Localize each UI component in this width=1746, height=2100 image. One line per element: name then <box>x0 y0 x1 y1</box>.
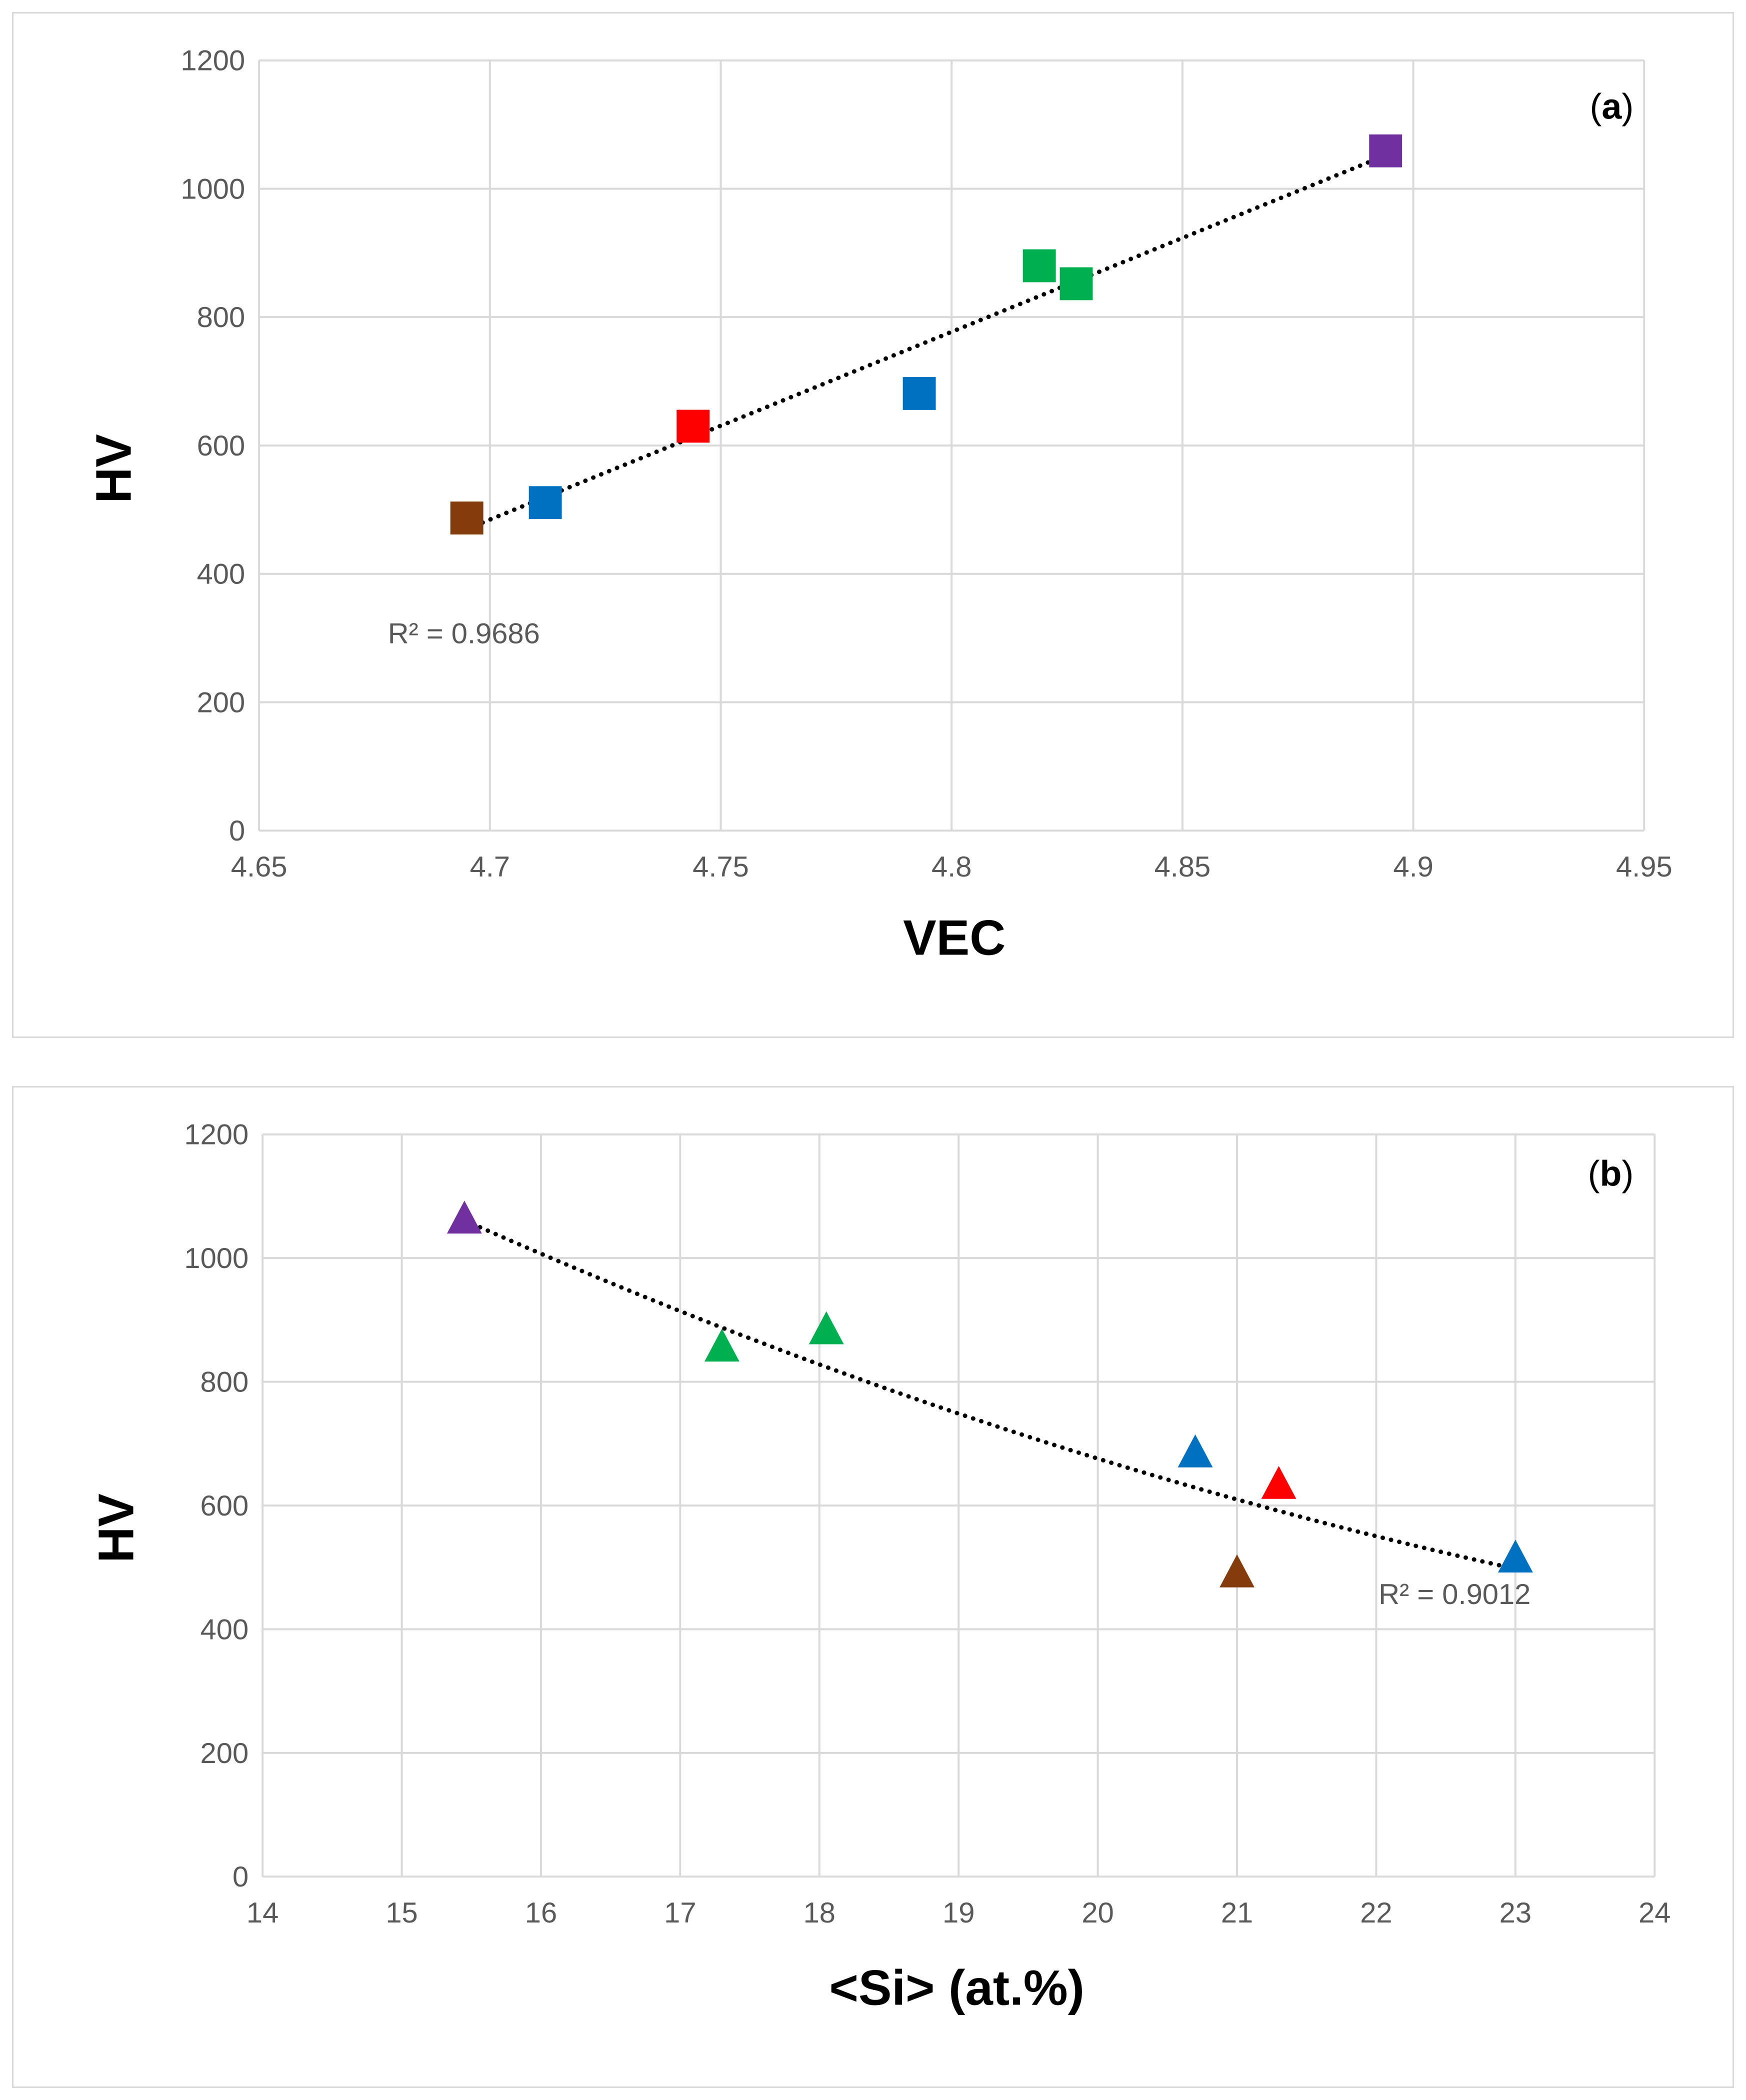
chart-b-x-tick-label: 14 <box>246 1897 278 1929</box>
chart-a-ticks: 0 200 400 600 800 1000 1200 4.65 4.7 4.75 4.8 4.85 4… <box>180 45 1672 883</box>
chart-b-data-point <box>808 1311 844 1344</box>
chart-a-y-tick-label: 1200 <box>180 45 245 77</box>
chart-a-data-point <box>450 502 484 534</box>
chart-b-r2-label: R² = 0.9012 <box>1378 1578 1530 1610</box>
chart-b-y-tick-label: 1000 <box>184 1242 248 1274</box>
chart-a-data-point <box>528 486 562 520</box>
chart-b-data-point <box>1261 1466 1296 1499</box>
chart-b-data-point <box>446 1200 482 1234</box>
chart-a-x-tick-label: 4.8 <box>932 851 972 883</box>
chart-b-data-point <box>1498 1540 1533 1573</box>
chart-a-y-tick-label: 200 <box>197 686 246 718</box>
chart-b-panel-label: (b) <box>1588 1154 1634 1194</box>
chart-panel-b: 0 200 400 600 800 1000 1200 14 15 16 17 18 19 20 21 22 2… <box>12 1086 1734 2088</box>
chart-b-grid <box>262 1133 1656 1878</box>
chart-b-y-axis-title: HV <box>89 1494 144 1562</box>
chart-b-ticks: 0 200 400 600 800 1000 1200 14 15 16 17 18 19 20 21 22 2… <box>184 1119 1670 1929</box>
chart-b-y-tick-label: 400 <box>200 1614 249 1646</box>
chart-a-data-point <box>1022 249 1056 282</box>
chart-b-x-tick-label: 24 <box>1638 1897 1670 1929</box>
chart-a-trendline <box>464 153 1388 532</box>
chart-b-y-tick-label: 0 <box>232 1861 248 1893</box>
chart-a-panel-label: (a) <box>1590 86 1634 126</box>
chart-a-data-point <box>1060 267 1093 300</box>
chart-b-x-tick-label: 21 <box>1221 1897 1253 1929</box>
chart-a-panel-label-close: ) <box>1622 86 1634 126</box>
chart-b-y-tick-label: 200 <box>200 1738 249 1770</box>
chart-a-y-tick-label: 0 <box>229 815 245 847</box>
chart-a-data-point <box>1369 134 1402 168</box>
chart-b-y-tick-label: 600 <box>200 1490 249 1522</box>
chart-b-x-tick-label: 23 <box>1500 1897 1532 1929</box>
chart-a-y-tick-label: 400 <box>197 558 246 590</box>
chart-b-x-tick-label: 17 <box>664 1897 696 1929</box>
chart-a-data-point <box>676 410 710 443</box>
chart-b-y-tick-label: 1200 <box>184 1119 248 1151</box>
chart-a-y-axis-title: HV <box>86 434 142 503</box>
chart-b-y-tick-label: 800 <box>200 1366 249 1398</box>
chart-b-svg: 0 200 400 600 800 1000 1200 14 15 16 17 18 19 20 21 22 2… <box>89 1119 1671 2016</box>
chart-a-panel-label-open: ( <box>1590 86 1602 126</box>
chart-a-x-tick-label: 4.65 <box>231 851 288 883</box>
chart-a-data-point <box>902 377 936 410</box>
chart-b-data-point <box>1220 1554 1254 1588</box>
chart-b-panel-label-close: ) <box>1622 1154 1634 1194</box>
chart-b-trendline <box>462 1218 1518 1571</box>
chart-a-x-tick-label: 4.95 <box>1616 851 1672 883</box>
chart-a-x-axis-title: VEC <box>903 910 1006 966</box>
chart-a-x-tick-label: 4.9 <box>1393 851 1433 883</box>
chart-b-panel-label-letter: b <box>1600 1154 1622 1194</box>
chart-a-svg: 0 200 400 600 800 1000 1200 4.65 4.7 4.75 4.8 4.85 4… <box>86 45 1672 966</box>
chart-b-data-point <box>1178 1434 1213 1468</box>
chart-a-y-tick-label: 1000 <box>180 173 245 205</box>
chart-a-panel-label-letter: a <box>1602 86 1622 126</box>
chart-b-x-tick-label: 19 <box>942 1897 974 1929</box>
chart-a-x-tick-label: 4.85 <box>1154 851 1211 883</box>
chart-b-data-point <box>704 1328 740 1362</box>
chart-b-points <box>446 1200 1533 1588</box>
chart-a-points <box>450 134 1402 534</box>
chart-a-x-tick-label: 4.75 <box>692 851 749 883</box>
chart-b-x-tick-label: 15 <box>386 1897 418 1929</box>
chart-panel-a: 0 200 400 600 800 1000 1200 4.65 4.7 4.75 4.8 4.85 4… <box>12 12 1734 1038</box>
chart-b-x-axis-title: <Si> (at.%) <box>830 1960 1084 2016</box>
chart-b-x-tick-label: 22 <box>1360 1897 1392 1929</box>
chart-a-grid <box>258 59 1646 832</box>
chart-a-y-tick-label: 600 <box>197 430 246 462</box>
chart-b-x-tick-label: 16 <box>525 1897 557 1929</box>
chart-a-r2-label: R² = 0.9686 <box>388 618 540 650</box>
chart-a-y-tick-label: 800 <box>197 302 246 334</box>
chart-a-x-tick-label: 4.7 <box>470 851 510 883</box>
chart-b-x-tick-label: 20 <box>1082 1897 1114 1929</box>
chart-b-x-tick-label: 18 <box>804 1897 836 1929</box>
chart-b-panel-label-open: ( <box>1588 1154 1600 1194</box>
